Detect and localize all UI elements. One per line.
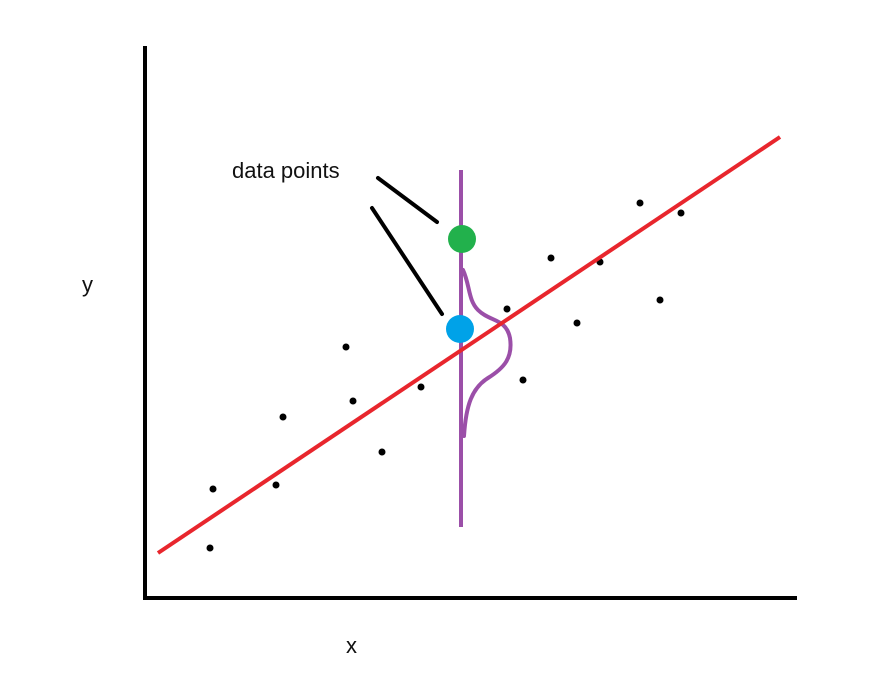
scatter-point bbox=[378, 448, 386, 456]
scatter-point bbox=[677, 209, 685, 217]
x-axis-label: x bbox=[346, 633, 357, 658]
scatter-point bbox=[272, 481, 280, 489]
scatter-point bbox=[209, 485, 217, 493]
distribution-curve bbox=[461, 268, 513, 438]
annotation-label: data points bbox=[232, 158, 340, 183]
predicted-data-point bbox=[446, 315, 474, 343]
scatter-point bbox=[636, 199, 644, 207]
scatter-point bbox=[279, 413, 287, 421]
scatter-points bbox=[206, 199, 685, 552]
scatter-point bbox=[349, 397, 357, 405]
annotation-pointer-lower bbox=[370, 206, 444, 316]
scatter-point bbox=[503, 305, 511, 313]
y-axis-label: y bbox=[82, 272, 93, 297]
annotation-pointer-upper bbox=[376, 176, 439, 224]
scatter-point bbox=[547, 254, 555, 262]
scatter-point bbox=[417, 383, 425, 391]
scatter-point bbox=[519, 376, 527, 384]
scatter-point bbox=[342, 343, 350, 351]
regression-line bbox=[156, 135, 782, 555]
scatter-point bbox=[656, 296, 664, 304]
scatter-point bbox=[573, 319, 581, 327]
scatter-point bbox=[206, 544, 214, 552]
observed-data-point bbox=[448, 225, 476, 253]
